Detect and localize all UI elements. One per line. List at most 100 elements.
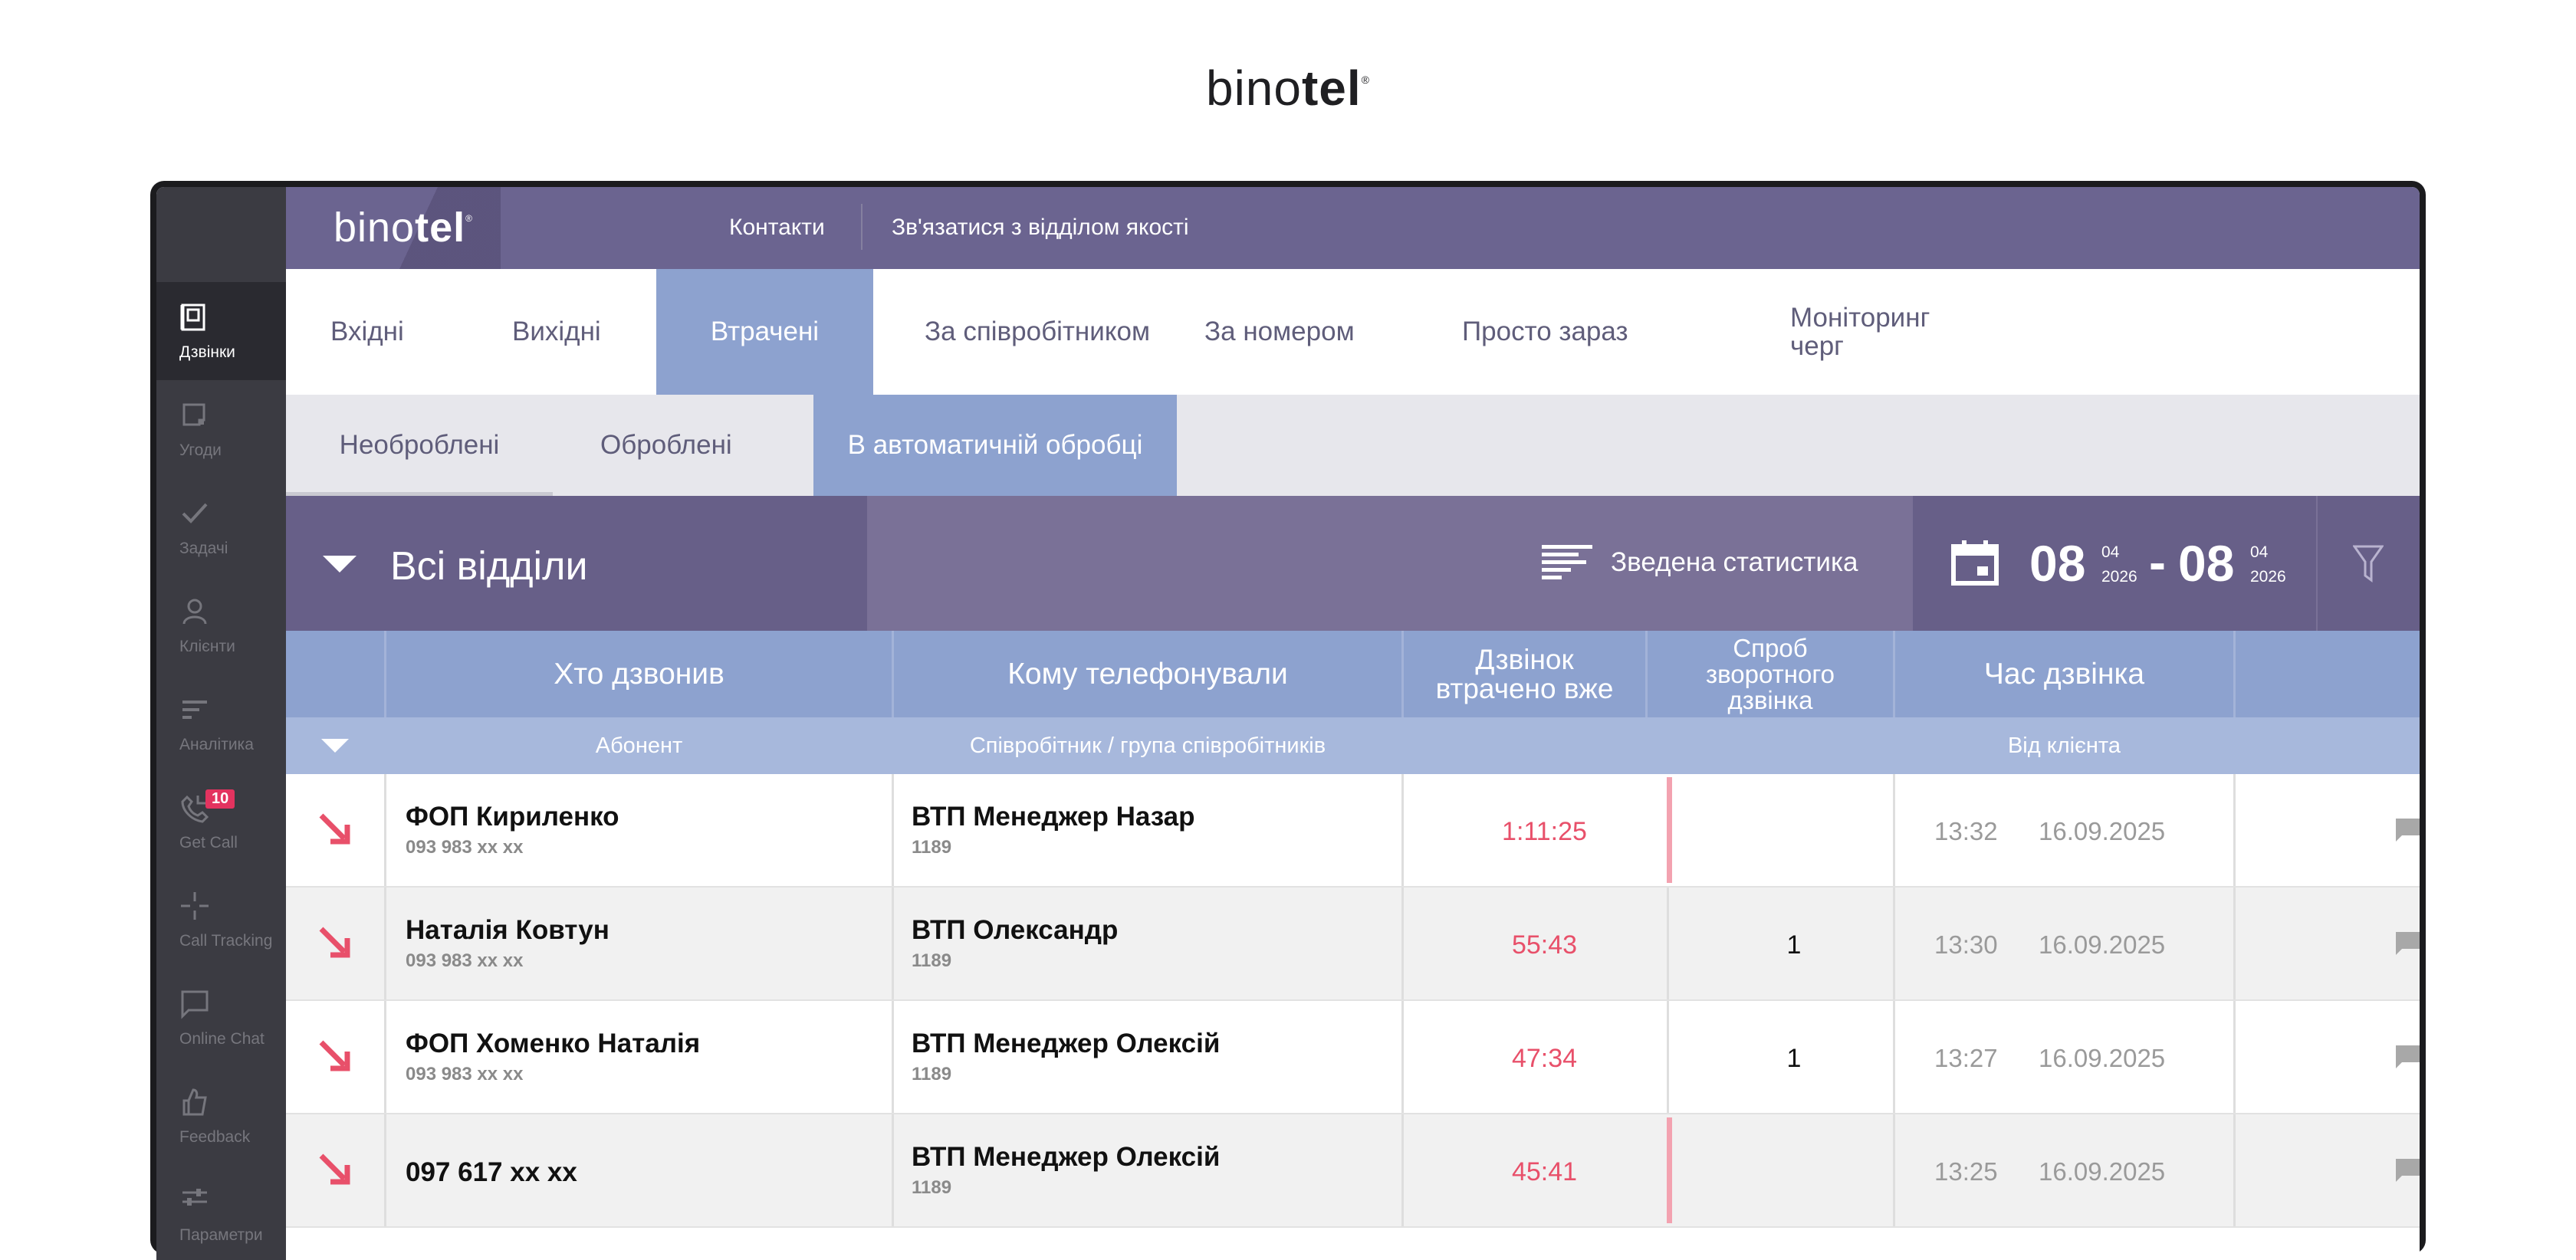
- caret-down-icon: [321, 739, 349, 753]
- sidebar-item-getcall[interactable]: 10 Get Call: [156, 773, 286, 871]
- col-header-attempts-line3: дзвінка: [1727, 685, 1813, 714]
- sidebar-item-calls[interactable]: Дзвінки: [156, 282, 286, 380]
- quality-dept-link[interactable]: Зв'язатися з відділом якості: [892, 215, 1189, 240]
- sidebar-item-clients[interactable]: Клієнти: [156, 576, 286, 674]
- sidebar-label-feedback: Feedback: [179, 1128, 251, 1146]
- employee-name[interactable]: ВТП Менеджер Олексій: [912, 1029, 1221, 1058]
- cell-separator: [892, 888, 894, 999]
- tab-queue-monitoring[interactable]: Моніторинг черг: [1790, 269, 1930, 395]
- tab-outgoing[interactable]: Вихідні: [512, 317, 601, 346]
- sliders-icon: [182, 1189, 207, 1206]
- tab-by-employee[interactable]: За співробітником: [925, 317, 1151, 346]
- table-row[interactable]: ФОП Кириленко 093 983 xx xx ВТП Менеджер…: [286, 774, 2420, 888]
- cell-separator: [2233, 888, 2236, 999]
- table-row[interactable]: Наталія Ковтун 093 983 xx xx ВТП Олексан…: [286, 888, 2420, 1001]
- sidebar-item-tasks[interactable]: Задачі: [156, 478, 286, 576]
- col-header-attempts[interactable]: Спроб зворотного дзвінка: [1648, 631, 1893, 717]
- table-row[interactable]: ФОП Хоменко Наталія 093 983 xx xx ВТП Ме…: [286, 1001, 2420, 1114]
- chat-bubble-icon: [181, 990, 209, 1019]
- tab-by-number[interactable]: За номером: [1204, 317, 1355, 346]
- sidebar-label-clients: Клієнти: [179, 638, 235, 655]
- sidebar-item-onlinechat[interactable]: Online Chat: [156, 969, 286, 1067]
- col-header-attempts-line2: зворотного: [1706, 659, 1835, 688]
- calendar-icon: [1951, 540, 1999, 586]
- caller-phone: 093 983 xx xx: [406, 950, 524, 971]
- filter-button[interactable]: [2316, 496, 2420, 631]
- col-header-to-whom[interactable]: Кому телефонували: [1007, 657, 1288, 691]
- col-header-attempts-line1: Спроб: [1733, 633, 1808, 662]
- comment-icon[interactable]: [2394, 930, 2420, 956]
- tab-lost[interactable]: Втрачені: [656, 269, 873, 395]
- cell-separator: [1401, 774, 1404, 886]
- summary-bars-icon: [1542, 545, 1592, 579]
- cell-separator: [2233, 1114, 2236, 1226]
- sidebar-item-analytics[interactable]: Аналітика: [156, 674, 286, 773]
- person-icon: [182, 599, 207, 625]
- comment-icon[interactable]: [2394, 1044, 2420, 1070]
- subheader-subscriber: Абонент: [595, 733, 683, 758]
- employee-name[interactable]: ВТП Олександр: [912, 915, 1119, 945]
- sidebar-item-calltracking[interactable]: Call Tracking: [156, 871, 286, 969]
- subtab-unprocessed[interactable]: Необроблені: [286, 395, 553, 496]
- employee-name[interactable]: ВТП Менеджер Назар: [912, 802, 1195, 832]
- table-row[interactable]: 097 617 xx xx ВТП Менеджер Олексій 1189 …: [286, 1114, 2420, 1228]
- date-from-month: 04: [2101, 543, 2120, 561]
- page-logo-mark: ®: [1361, 74, 1370, 86]
- status-subtabs: Необроблені Оброблені В автоматичній обр…: [286, 395, 2420, 496]
- app-logo[interactable]: binotel®: [334, 204, 473, 251]
- caller-name[interactable]: 097 617 xx xx: [406, 1157, 577, 1187]
- lost-duration: 55:43: [1511, 930, 1578, 960]
- deals-icon: [182, 403, 205, 426]
- cell-separator: [1893, 1114, 1895, 1226]
- page-logo-light: bino: [1205, 61, 1302, 116]
- contacts-link[interactable]: Контакти: [729, 215, 825, 240]
- col-header-lost-label: Дзвінок втрачено вже: [1436, 645, 1614, 704]
- missed-call-arrow-icon: [319, 1153, 350, 1185]
- call-date: 16.09.2025: [2039, 1044, 2166, 1072]
- caller-name[interactable]: ФОП Кириленко: [406, 802, 619, 832]
- caller-name[interactable]: ФОП Хоменко Наталія: [406, 1029, 701, 1058]
- sidebar-label-calls: Дзвінки: [179, 343, 235, 361]
- header-divider-line: [2233, 631, 2236, 774]
- app-logo-mark: ®: [465, 213, 473, 224]
- sidebar-label-calltracking: Call Tracking: [179, 932, 273, 950]
- department-dropdown[interactable]: Всі відділи: [286, 496, 867, 631]
- call-date: 16.09.2025: [2039, 930, 2166, 959]
- subheader-employee: Співробітник / група співробітників: [969, 733, 1326, 758]
- cell-separator: [892, 1001, 894, 1113]
- sidebar: Дзвінки Угоди Задачі Клієнти Аналітика 1…: [156, 187, 286, 1260]
- lost-duration: 1:11:25: [1502, 817, 1587, 846]
- tab-right-now[interactable]: Просто зараз: [1462, 317, 1628, 346]
- subtab-processed[interactable]: Оброблені: [600, 430, 732, 460]
- caller-name[interactable]: Наталія Ковтун: [406, 915, 610, 945]
- col-header-time[interactable]: Час дзвінка: [1983, 657, 2145, 691]
- employee-ext: 1189: [912, 950, 952, 971]
- summary-stats-button[interactable]: Зведена статистика: [1540, 543, 1858, 582]
- caller-phone: 093 983 xx xx: [406, 837, 524, 858]
- col-header-lost[interactable]: Дзвінок втрачено вже: [1404, 631, 1645, 717]
- header-divider-line: [892, 631, 894, 774]
- comment-icon[interactable]: [2394, 1157, 2420, 1183]
- logo-shade: [286, 187, 501, 269]
- sidebar-item-settings[interactable]: Параметри: [156, 1165, 286, 1260]
- sidebar-item-feedback[interactable]: Feedback: [156, 1067, 286, 1165]
- app-screen: Дзвінки Угоди Задачі Клієнти Аналітика 1…: [156, 187, 2420, 1260]
- call-time: 13:27: [1934, 1044, 1998, 1072]
- col-header-lost-line1: Дзвінок: [1475, 643, 1574, 675]
- subtab-auto-processing[interactable]: В автоматичній обробці: [813, 395, 1177, 496]
- department-label: Всі відділи: [390, 544, 588, 589]
- employee-ext: 1189: [912, 1177, 952, 1198]
- tab-incoming[interactable]: Вхідні: [330, 317, 404, 346]
- comment-icon[interactable]: [2394, 817, 2420, 843]
- col-header-who[interactable]: Хто дзвонив: [554, 657, 724, 691]
- date-range-picker[interactable]: 08 04 2026 - 08 04 2026: [1913, 496, 2316, 631]
- expand-toggle[interactable]: [286, 717, 384, 774]
- no-callback-marker: [1667, 1117, 1672, 1223]
- sidebar-label-onlinechat: Online Chat: [179, 1030, 264, 1048]
- employee-name[interactable]: ВТП Менеджер Олексій: [912, 1142, 1221, 1172]
- page-logo: binotel®: [0, 60, 2576, 116]
- cell-separator: [384, 888, 386, 999]
- employee-ext: 1189: [912, 837, 952, 858]
- sidebar-item-deals[interactable]: Угоди: [156, 380, 286, 478]
- summary-stats-label: Зведена статистика: [1611, 547, 1858, 577]
